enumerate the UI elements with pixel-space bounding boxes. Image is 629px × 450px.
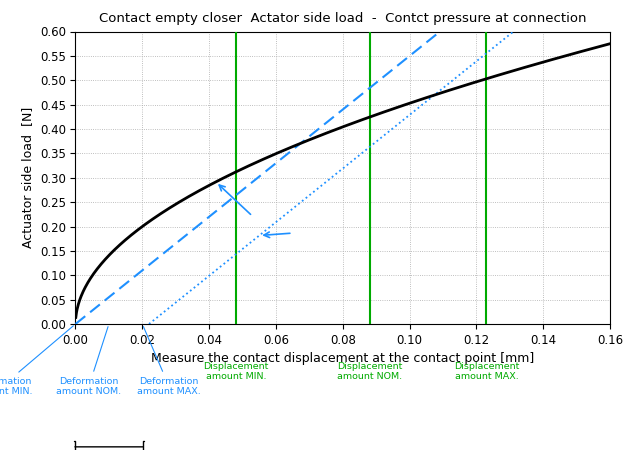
Text: Displacement
amount NOM.: Displacement amount NOM. [337,362,402,382]
Y-axis label: Actuator side load  [N]: Actuator side load [N] [21,107,34,248]
Text: Displacement
amount MIN.: Displacement amount MIN. [203,362,269,382]
Text: Displacement
amount MAX.: Displacement amount MAX. [454,362,519,382]
X-axis label: Measure the contact displacement at the contact point [mm]: Measure the contact displacement at the … [151,352,535,365]
Text: Deformation
amount MIN.: Deformation amount MIN. [0,326,74,396]
Text: Deformation
amount MAX.: Deformation amount MAX. [137,327,201,396]
Text: Deformation
amount NOM.: Deformation amount NOM. [56,327,121,396]
Title: Contact empty closer  Actator side load  -  Contct pressure at connection: Contact empty closer Actator side load -… [99,12,587,25]
